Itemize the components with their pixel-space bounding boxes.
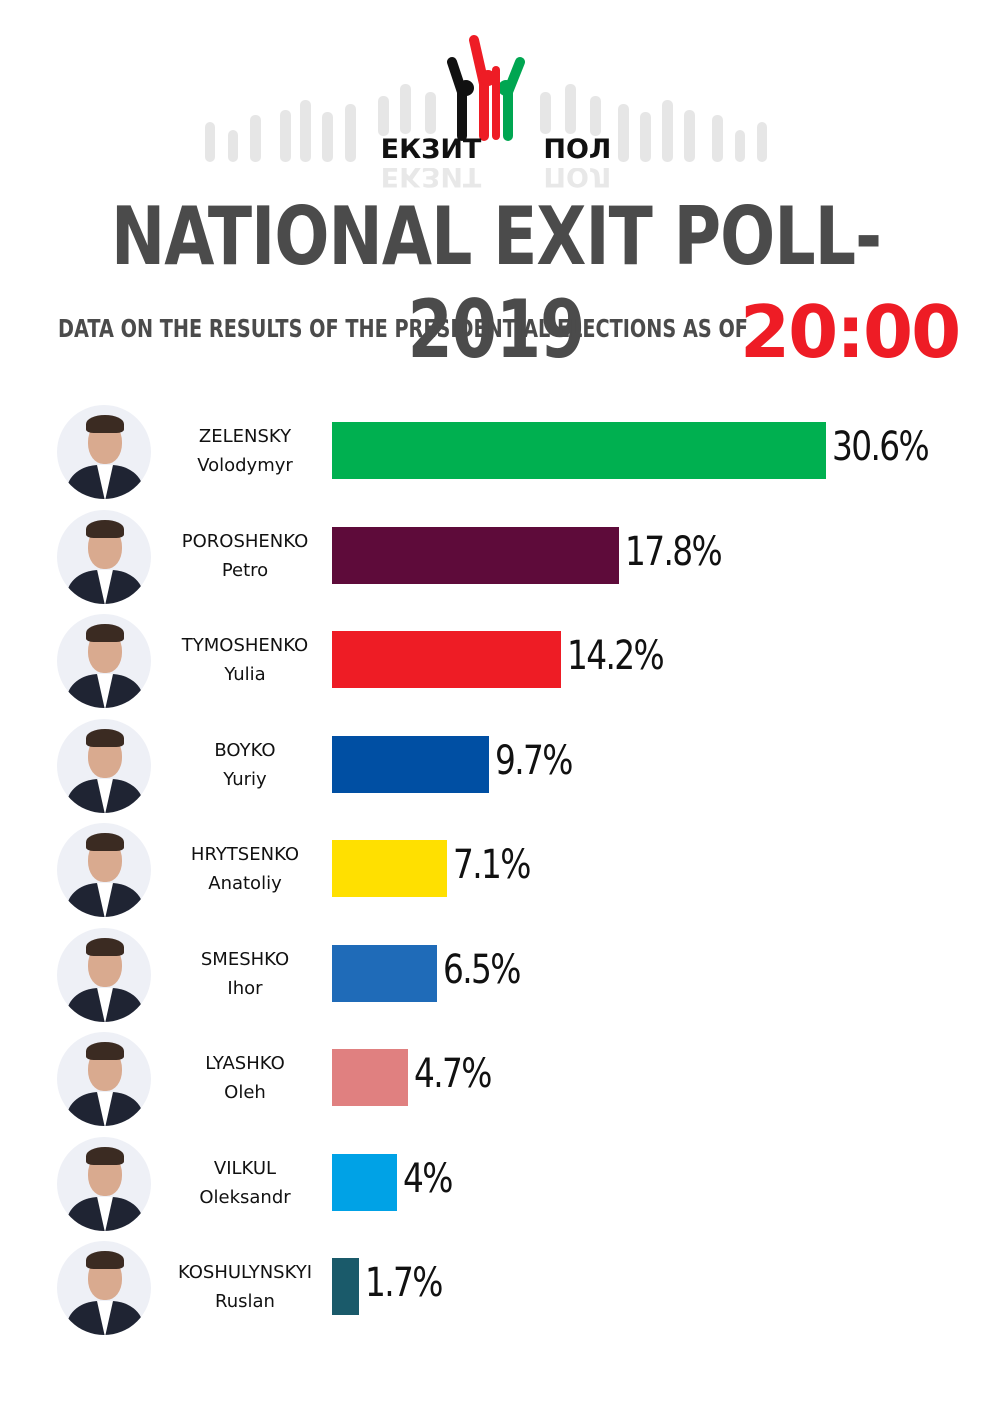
candidate-first-name: Ihor xyxy=(227,977,263,999)
logo-left-word-reflection: ЕКЗИТ xyxy=(380,168,482,192)
result-bar xyxy=(332,735,489,793)
candidate-first-name: Oleh xyxy=(224,1082,266,1103)
candidate-name: HRYTSENKO Anatoliy xyxy=(160,840,330,898)
candidate-surname: SMESHKO xyxy=(200,948,290,970)
time-label: 20:00 xyxy=(740,290,961,374)
candidate-name: SMESHKO Ihor xyxy=(160,945,330,1003)
candidate-photo xyxy=(57,1136,151,1231)
candidate-photo xyxy=(57,509,151,604)
result-value-label: 14.2% xyxy=(567,633,665,679)
exit-poll-logo xyxy=(205,35,767,162)
candidate-row: SMESHKO Ihor 6.5% xyxy=(0,925,992,1029)
result-value-label: 9.7% xyxy=(495,737,573,784)
candidate-surname: POROSHENKO xyxy=(181,530,309,552)
page-title: NATIONAL EXIT POLL-2019 xyxy=(110,190,882,376)
result-value-label: 30.6% xyxy=(832,424,930,470)
photo-hair-shape xyxy=(86,937,124,956)
candidate-name: POROSHENKO Petro xyxy=(160,527,330,585)
result-bar xyxy=(332,422,826,479)
candidate-surname: KOSHULYNSKYI xyxy=(177,1262,313,1283)
candidate-photo xyxy=(57,718,151,813)
result-value-label: 6.5% xyxy=(443,946,521,993)
candidate-row: TYMOSHENKO Yulia 14.2% xyxy=(0,611,992,715)
logo-right-word-reflection: ПОЛ xyxy=(543,168,612,192)
candidate-surname: VILKUL xyxy=(213,1157,277,1179)
candidate-surname: HRYTSENKO xyxy=(190,844,300,865)
photo-hair-shape xyxy=(86,1146,124,1165)
candidate-first-name: Yulia xyxy=(224,664,266,685)
logo-wordmark: ЕКЗИТ ПОЛ xyxy=(0,134,992,165)
result-bar xyxy=(332,1153,397,1211)
candidate-first-name: Ruslan xyxy=(215,1291,275,1312)
candidate-row: HRYTSENKO Anatoliy 7.1% xyxy=(0,820,992,924)
logo-left-word: ЕКЗИТ xyxy=(380,134,482,165)
result-bar xyxy=(332,526,619,584)
photo-hair-shape xyxy=(86,519,124,538)
candidate-first-name: Anatoliy xyxy=(208,873,282,894)
result-bar xyxy=(332,1049,408,1106)
candidate-photo xyxy=(57,1032,151,1126)
subtitle: DATA ON THE RESULTS OF THE PRESIDENTIAL … xyxy=(58,314,748,343)
candidate-name: KOSHULYNSKYI Ruslan xyxy=(160,1258,330,1316)
candidate-photo xyxy=(57,1241,151,1335)
logo-right-word: ПОЛ xyxy=(543,134,612,165)
candidate-name: TYMOSHENKO Yulia xyxy=(160,631,330,689)
candidate-photo xyxy=(57,823,151,917)
subtitle-row: DATA ON THE RESULTS OF THE PRESIDENTIAL … xyxy=(58,290,961,374)
result-value-label: 1.7% xyxy=(365,1260,443,1306)
candidate-first-name: Petro xyxy=(221,559,269,581)
logo-reflection: ЕКЗИТ ПОЛ xyxy=(0,168,992,192)
candidate-photo xyxy=(57,405,151,499)
candidate-row: KOSHULYNSKYI Ruslan 1.7% xyxy=(0,1238,992,1342)
candidate-row: BOYKO Yuriy 9.7% xyxy=(0,716,992,820)
candidate-row: VILKUL Oleksandr 4% xyxy=(0,1134,992,1238)
result-bar xyxy=(332,944,437,1002)
result-value-label: 7.1% xyxy=(453,842,531,888)
result-value-label: 17.8% xyxy=(625,528,723,575)
result-bar xyxy=(332,840,447,897)
candidate-row: LYASHKO Oleh 4.7% xyxy=(0,1029,992,1133)
photo-hair-shape xyxy=(86,1251,124,1269)
result-bar xyxy=(332,631,561,688)
photo-hair-shape xyxy=(86,415,124,433)
candidate-first-name: Yuriy xyxy=(223,768,267,790)
candidate-row: POROSHENKO Petro 17.8% xyxy=(0,507,992,611)
candidate-surname: LYASHKO xyxy=(205,1053,285,1074)
candidate-photo xyxy=(57,614,151,708)
candidate-surname: BOYKO xyxy=(214,739,276,761)
result-value-label: 4.7% xyxy=(414,1051,492,1097)
candidate-name: ZELENSKY Volodymyr xyxy=(160,422,330,480)
candidate-photo xyxy=(57,927,151,1022)
candidate-name: LYASHKO Oleh xyxy=(160,1049,330,1107)
photo-hair-shape xyxy=(86,624,124,642)
candidate-surname: ZELENSKY xyxy=(198,426,292,447)
photo-hair-shape xyxy=(86,1042,124,1060)
crowd-hands-icon xyxy=(205,84,767,162)
candidate-first-name: Oleksandr xyxy=(199,1186,291,1208)
candidate-row: ZELENSKY Volodymyr 30.6% xyxy=(0,402,992,506)
candidate-name: VILKUL Oleksandr xyxy=(160,1154,330,1212)
candidate-first-name: Volodymyr xyxy=(197,455,293,476)
candidate-surname: TYMOSHENKO xyxy=(181,635,309,656)
photo-hair-shape xyxy=(86,728,124,747)
logo-figures-icon xyxy=(447,35,525,141)
result-bar xyxy=(332,1258,359,1315)
candidate-name: BOYKO Yuriy xyxy=(160,736,330,794)
result-value-label: 4% xyxy=(403,1155,453,1202)
photo-hair-shape xyxy=(86,833,124,851)
